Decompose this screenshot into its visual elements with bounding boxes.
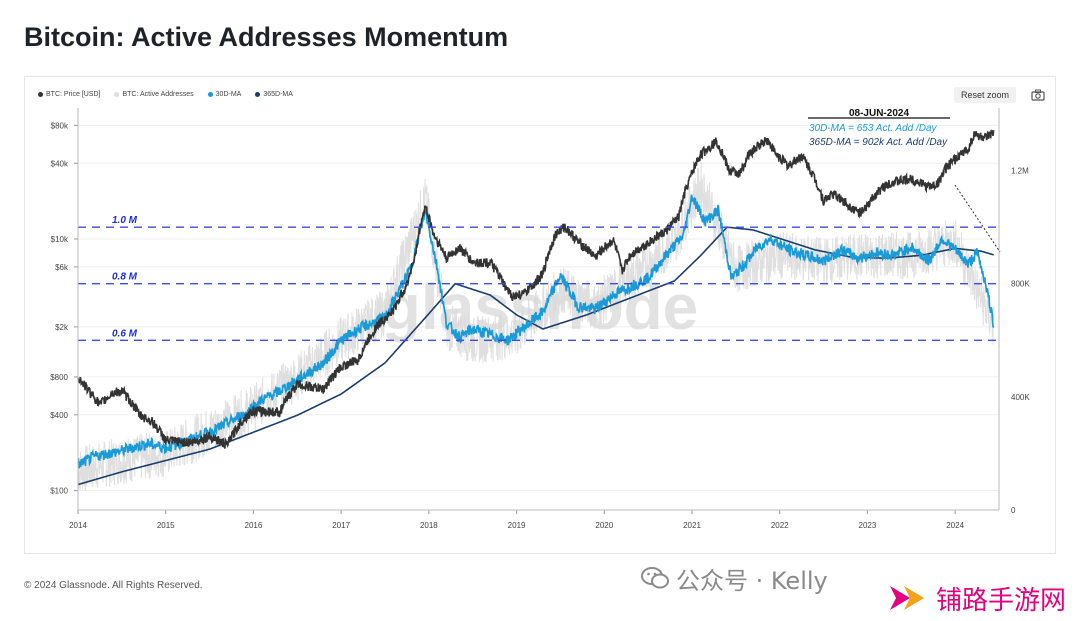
y-right-tick-label: 400K	[1011, 393, 1030, 402]
annotation-pointer-line	[954, 184, 1001, 253]
legend-swatch-30d-ma	[207, 91, 213, 97]
threshold-label: 1.0 M	[112, 215, 138, 226]
camera-icon[interactable]	[1031, 89, 1045, 101]
site-watermark-text: 铺路手游网	[936, 585, 1067, 616]
annotation-365d-ma: 365D-MA = 902k Act. Add /Day	[809, 137, 948, 148]
wechat-icon	[641, 567, 669, 589]
x-tick-label: 2018	[420, 521, 438, 530]
x-tick-label: 2014	[69, 521, 87, 530]
legend-item-30d-ma[interactable]: 30D-MA	[207, 90, 242, 98]
wechat-watermark-text: 公众号 · Kelly	[676, 566, 828, 595]
wechat-watermark: 公众号 · Kelly	[640, 560, 828, 596]
y-right-tick-label: 0	[1011, 506, 1016, 515]
legend-item-price[interactable]: BTC: Price [USD]	[38, 91, 100, 98]
threshold-label: 0.8 M	[112, 272, 138, 283]
legend-swatch-active-addresses	[114, 91, 120, 97]
y-left-tick-label: $6k	[55, 263, 69, 272]
x-tick-label: 2023	[859, 521, 877, 530]
legend-swatch-price	[38, 91, 43, 97]
y-left-tick-label: $10k	[51, 235, 69, 244]
x-tick-label: 2017	[332, 521, 350, 530]
series-btc-price	[77, 129, 995, 449]
y-left-tick-label: $800	[50, 373, 68, 382]
legend-item-active-addresses[interactable]: BTC: Active Addresses	[114, 90, 194, 98]
x-tick-label: 2024	[946, 521, 964, 530]
x-tick-label: 2020	[595, 521, 613, 530]
legend-label-price: BTC: Price [USD]	[46, 90, 101, 98]
annotation-date: 08-JUN-2024	[849, 108, 909, 119]
legend-label-365d-ma: 365D-MA	[263, 90, 293, 98]
x-tick-label: 2015	[157, 521, 175, 530]
y-left-tick-label: $40k	[51, 159, 69, 168]
chart-legend: BTC: Price [USD] BTC: Active Addresses 3…	[38, 88, 293, 100]
legend-label-30d-ma: 30D-MA	[215, 90, 242, 98]
legend-swatch-365d-ma	[255, 91, 261, 97]
x-tick-label: 2019	[508, 521, 526, 530]
legend-item-365d-ma[interactable]: 365D-MA	[255, 91, 293, 98]
copyright-footer: © 2024 Glassnode. All Rights Reserved.	[24, 580, 203, 591]
page-title: Bitcoin: Active Addresses Momentum	[24, 22, 509, 52]
annotation-30d-ma: 30D-MA = 653 Act. Add /Day	[809, 123, 938, 134]
x-tick-label: 2021	[683, 521, 701, 530]
reset-zoom-button[interactable]: Reset zoom	[954, 87, 1016, 103]
x-tick-label: 2016	[245, 521, 263, 530]
y-left-tick-label: $400	[50, 411, 68, 420]
y-left-tick-label: $100	[50, 487, 68, 496]
threshold-label: 0.6 M	[112, 328, 138, 339]
legend-label-active-addresses: BTC: Active Addresses	[122, 90, 194, 98]
y-right-tick-label: 800K	[1011, 280, 1030, 289]
site-watermark: 铺路手游网	[886, 576, 1066, 620]
y-left-tick-label: $2k	[55, 323, 69, 332]
y-left-tick-label: $80k	[51, 121, 69, 130]
site-logo-icon	[890, 586, 924, 610]
series-30d-ma	[77, 194, 995, 469]
y-right-tick-label: 1.2M	[1011, 167, 1029, 176]
x-tick-label: 2022	[771, 521, 789, 530]
